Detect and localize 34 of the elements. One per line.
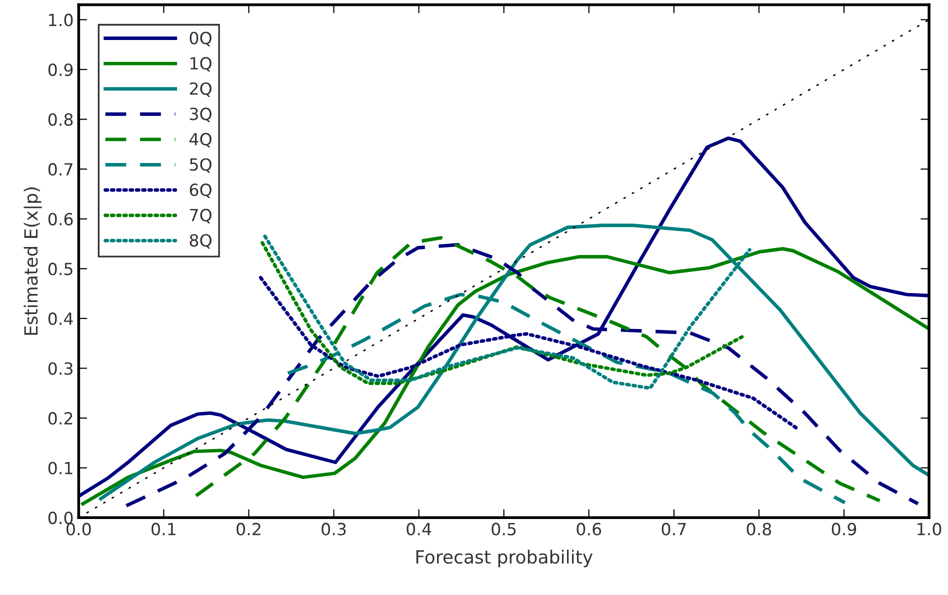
x-tick-label: 0.1: [152, 522, 176, 536]
line-series: [258, 276, 799, 430]
x-tick-label: 0.3: [322, 522, 346, 536]
x-tick-label: 0.4: [406, 522, 432, 536]
y-tick-label: 0.7: [48, 163, 72, 176]
legend-label: 7Q: [190, 208, 212, 224]
legend-label: 5Q: [190, 158, 212, 173]
y-tick-label: 0.0: [48, 512, 73, 524]
legend-label: 8Q: [190, 234, 212, 249]
legend-label: 3Q: [190, 108, 212, 122]
y-tick-label: 0.2: [48, 412, 72, 425]
x-tick-label: 0.8: [746, 522, 772, 536]
legend-label: 0Q: [190, 32, 212, 46]
x-tick-label: 0.2: [236, 522, 260, 536]
y-tick-label: 1.0: [49, 14, 73, 26]
legend-label: 2Q: [190, 82, 212, 97]
x-tick-label: 1.0: [918, 522, 942, 536]
y-tick-label: 0.9: [48, 63, 73, 76]
x-tick-label: 0.5: [492, 522, 516, 536]
y-tick-label: 0.1: [48, 462, 72, 474]
y-tick-label: 0.6: [48, 212, 73, 226]
y-tick-label: 0.8: [48, 113, 73, 126]
legend-label: 1Q: [190, 57, 212, 72]
x-tick-label: 0.6: [576, 522, 602, 536]
x-axis-title: Forecast probability: [416, 550, 593, 568]
y-tick-label: 0.4: [48, 312, 73, 326]
y-axis-title: Estimated E(x|p): [24, 187, 42, 335]
y-tick-label: 0.5: [48, 262, 72, 276]
legend-label: 4Q: [190, 132, 212, 148]
x-tick-label: 0.9: [832, 522, 856, 536]
y-tick-label: 0.3: [48, 362, 72, 375]
x-tick-label: 0.7: [662, 522, 686, 536]
x-tick-label: 0.0: [66, 522, 91, 536]
legend-label: 6Q: [190, 184, 212, 198]
